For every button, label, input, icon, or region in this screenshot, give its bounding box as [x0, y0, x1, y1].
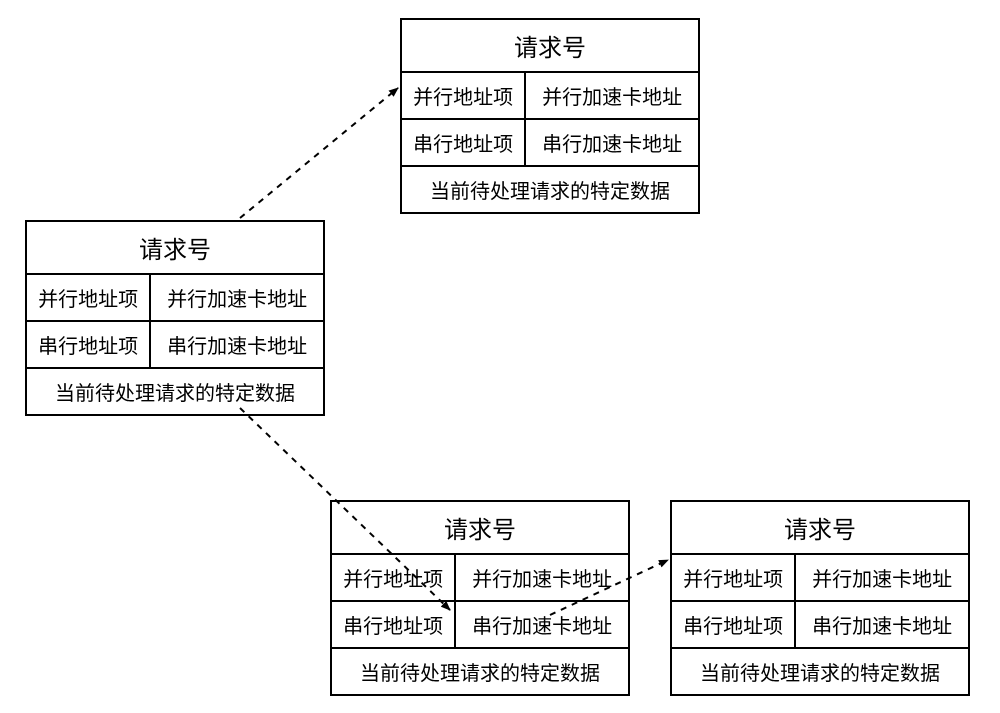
- block-footer: 当前待处理请求的特定数据: [332, 649, 628, 694]
- block-row-1: 并行地址项并行加速卡地址: [332, 555, 628, 602]
- cell-right: 串行加速卡地址: [151, 322, 323, 367]
- cell-right: 并行加速卡地址: [456, 555, 628, 600]
- cell-right: 串行加速卡地址: [456, 602, 628, 647]
- request-block-n4: 请求号并行地址项并行加速卡地址串行地址项串行加速卡地址当前待处理请求的特定数据: [670, 500, 970, 696]
- cell-left: 并行地址项: [332, 555, 456, 600]
- block-row-1: 并行地址项并行加速卡地址: [27, 275, 323, 322]
- block-row-2: 串行地址项串行加速卡地址: [27, 322, 323, 369]
- block-row-1: 并行地址项并行加速卡地址: [672, 555, 968, 602]
- request-block-n1: 请求号并行地址项并行加速卡地址串行地址项串行加速卡地址当前待处理请求的特定数据: [400, 18, 700, 214]
- block-header: 请求号: [402, 20, 698, 73]
- cell-right: 串行加速卡地址: [796, 602, 968, 647]
- cell-right: 串行加速卡地址: [526, 120, 698, 165]
- cell-right: 并行加速卡地址: [796, 555, 968, 600]
- cell-left: 串行地址项: [672, 602, 796, 647]
- block-footer: 当前待处理请求的特定数据: [27, 369, 323, 414]
- block-row-2: 串行地址项串行加速卡地址: [332, 602, 628, 649]
- request-block-n2: 请求号并行地址项并行加速卡地址串行地址项串行加速卡地址当前待处理请求的特定数据: [25, 220, 325, 416]
- cell-left: 并行地址项: [672, 555, 796, 600]
- cell-right: 并行加速卡地址: [151, 275, 323, 320]
- block-header: 请求号: [27, 222, 323, 275]
- cell-left: 串行地址项: [402, 120, 526, 165]
- cell-left: 并行地址项: [402, 73, 526, 118]
- edge-n2-n1: [240, 88, 398, 218]
- block-header: 请求号: [332, 502, 628, 555]
- block-footer: 当前待处理请求的特定数据: [402, 167, 698, 212]
- block-row-2: 串行地址项串行加速卡地址: [402, 120, 698, 167]
- block-footer: 当前待处理请求的特定数据: [672, 649, 968, 694]
- block-row-2: 串行地址项串行加速卡地址: [672, 602, 968, 649]
- cell-right: 并行加速卡地址: [526, 73, 698, 118]
- cell-left: 串行地址项: [332, 602, 456, 647]
- block-row-1: 并行地址项并行加速卡地址: [402, 73, 698, 120]
- request-block-n3: 请求号并行地址项并行加速卡地址串行地址项串行加速卡地址当前待处理请求的特定数据: [330, 500, 630, 696]
- block-header: 请求号: [672, 502, 968, 555]
- cell-left: 并行地址项: [27, 275, 151, 320]
- cell-left: 串行地址项: [27, 322, 151, 367]
